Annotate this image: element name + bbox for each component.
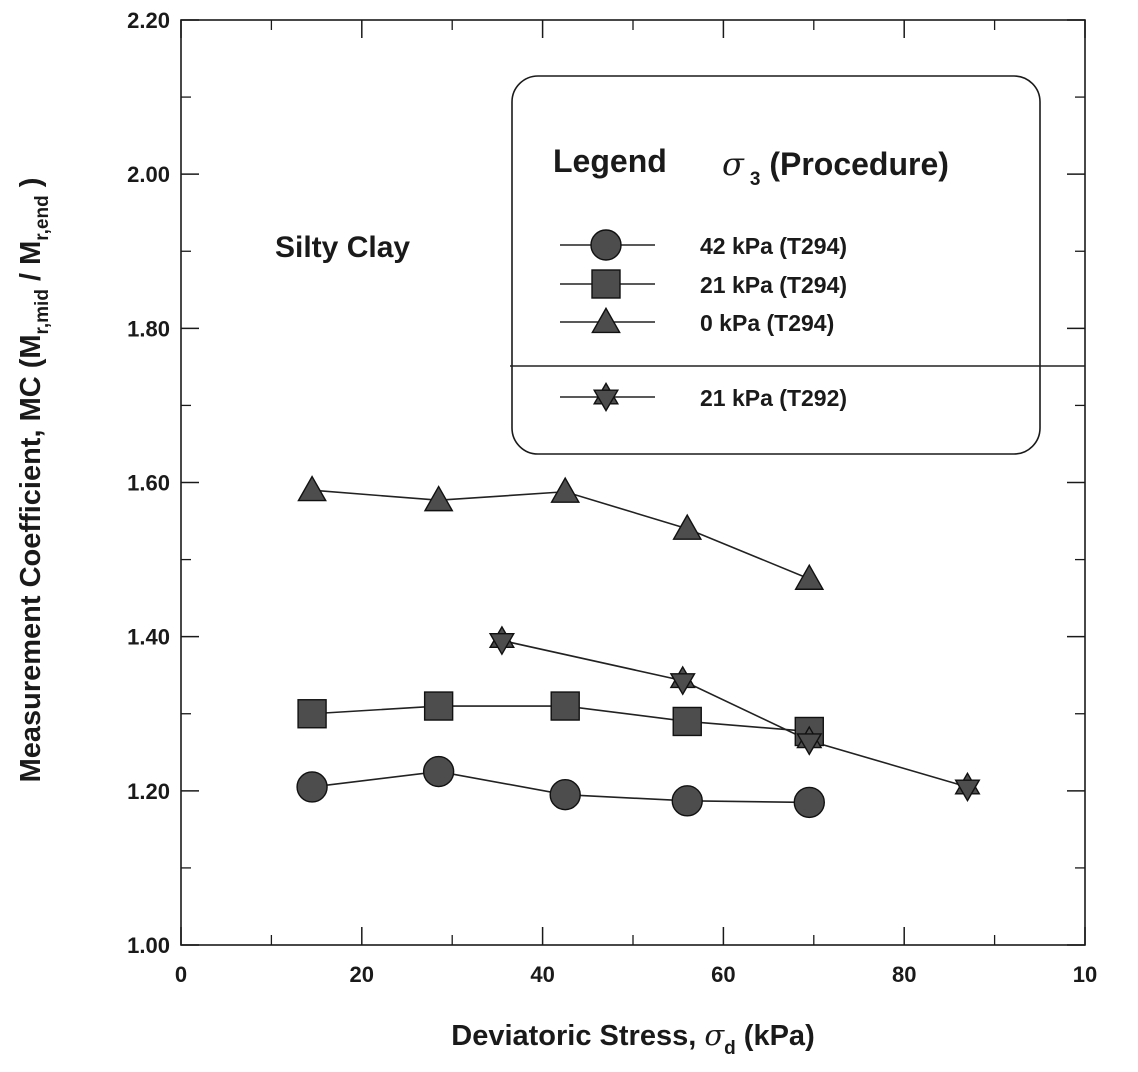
x-axis-title-tail: (kPa) (736, 1020, 815, 1052)
data-point-circle (549, 778, 581, 811)
y-axis-title-mid: / M (15, 241, 47, 289)
data-point-circle (671, 785, 703, 817)
data-point-circle (296, 771, 328, 803)
legend-title: Legend (553, 143, 667, 179)
y-tick-label: 2.20 (127, 8, 170, 33)
y-tick-label: 1.00 (127, 933, 170, 958)
x-axis-title-main: Deviatoric Stress, (451, 1020, 704, 1052)
legend-box (511, 75, 1041, 455)
data-point-triangle (297, 475, 327, 502)
star-part (669, 673, 696, 696)
data-point-circle (590, 229, 622, 261)
plot-frame (180, 19, 1086, 946)
star-part (488, 632, 515, 656)
data-point-circle (422, 755, 455, 788)
x-tick-label: 80 (892, 962, 916, 987)
legend-label: 21 kPa (T294) (700, 272, 847, 298)
series-layer (296, 475, 981, 819)
x-tick-label: 0 (175, 962, 187, 987)
x-axis-title: Deviatoric Stress, σd (kPa) (451, 1018, 814, 1059)
legend-label: 21 kPa (T292) (700, 385, 847, 411)
data-point-star (488, 625, 515, 656)
data-point-square (550, 691, 580, 721)
data-point-square (297, 699, 327, 729)
x-axis-title-sub: d (724, 1038, 736, 1059)
y-axis-title: Measurement Coefficient, MC (Mr,mid / Mr… (15, 178, 53, 783)
data-point-triangle (591, 306, 621, 334)
legend-label: 42 kPa (T294) (700, 233, 847, 259)
legend-header-sub: 3 (750, 169, 761, 190)
legend-header-text: (Procedure) (760, 146, 948, 182)
data-point-star (669, 665, 696, 696)
x-tick-label: 10 (1073, 962, 1097, 987)
y-tick-label: 1.40 (127, 625, 170, 650)
data-point-square (672, 706, 702, 737)
series-line (501, 639, 968, 788)
data-point-triangle (550, 476, 581, 503)
legend-label: 0 kPa (T294) (700, 310, 834, 336)
star-part (796, 733, 823, 756)
data-point-triangle (423, 485, 454, 512)
data-point-star (796, 725, 823, 756)
x-tick-label: 20 (350, 962, 374, 987)
y-axis-title-main: Measurement Coefficient, MC (M (15, 334, 47, 782)
star-part (592, 389, 620, 413)
data-point-star (954, 771, 981, 803)
x-axis-title-symbol: σ (704, 1018, 725, 1052)
legend-header-symbol: σ (722, 145, 745, 183)
data-point-star (592, 381, 620, 413)
data-point-square (423, 691, 454, 721)
data-point-circle (793, 786, 825, 819)
star-part (954, 779, 981, 803)
y-axis-title-sub2: r,end (32, 195, 53, 240)
legend-entries: 42 kPa (T294) 21 kPa (T294) 0 kPa (T294) 21… (560, 229, 847, 413)
tick-labels: 0 20 40 60 80 10 1.00 1.20 1.40 1.60 1.80 2.00 2.20 (127, 8, 1097, 987)
y-tick-label: 1.60 (127, 471, 170, 496)
y-tick-label: 1.20 (127, 779, 170, 804)
x-tick-label: 60 (711, 962, 735, 987)
y-axis-title-tail: ) (15, 178, 47, 196)
series-line (312, 489, 810, 580)
x-tick-label: 40 (530, 962, 554, 987)
data-point-triangle (672, 513, 703, 540)
y-tick-label: 1.80 (127, 316, 170, 341)
data-point-square (591, 269, 621, 299)
y-tick-label: 2.00 (127, 162, 170, 187)
data-point-triangle (794, 563, 825, 590)
annotation-silty-clay: Silty Clay (275, 231, 410, 264)
y-axis-title-sub1: r,mid (32, 289, 53, 334)
